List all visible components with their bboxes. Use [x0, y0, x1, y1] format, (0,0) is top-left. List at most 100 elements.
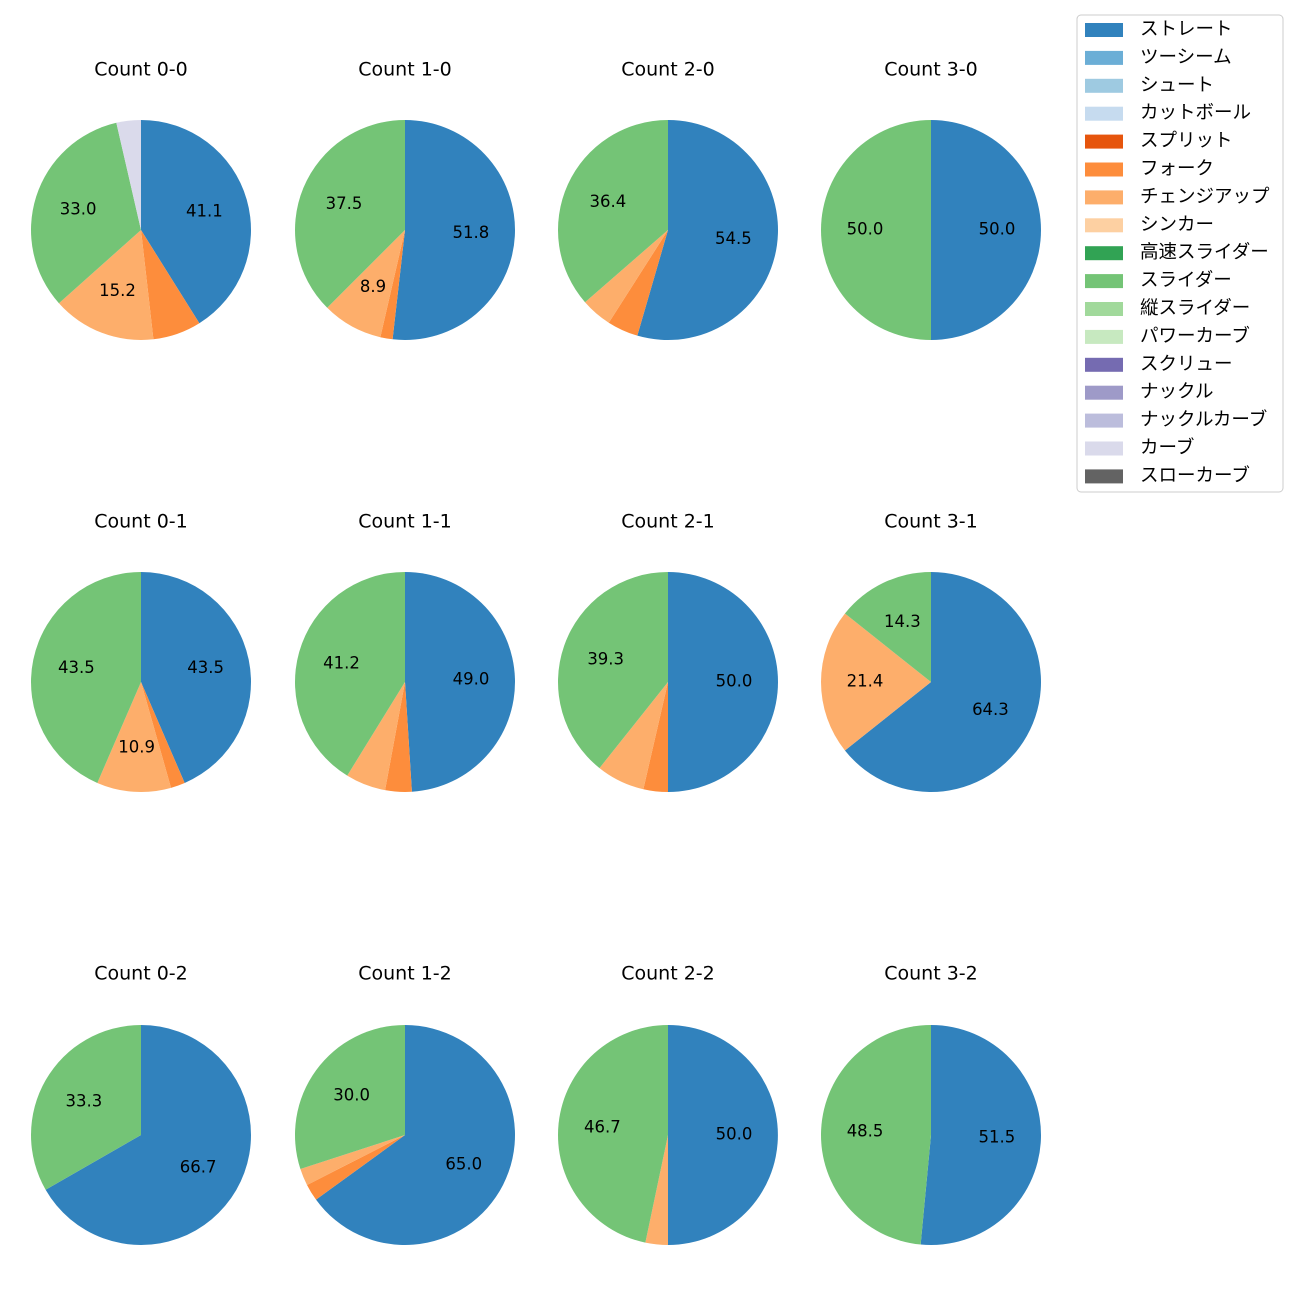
- count-1-0-title: Count 1-0: [358, 59, 452, 81]
- count-2-0-title: Count 2-0: [621, 59, 715, 81]
- legend-label-5: フォーク: [1140, 159, 1214, 180]
- legend-label-2: シュート: [1140, 75, 1214, 96]
- count-3-2-slice-1: [821, 1025, 931, 1245]
- count-2-2-slice-0: [668, 1025, 778, 1245]
- count-1-2-slice-label-3: 30.0: [333, 1086, 370, 1105]
- count-1-0-slice-2: [327, 230, 405, 338]
- count-1-2-slice-3: [295, 1025, 405, 1169]
- count-2-1-slice-label-3: 39.3: [587, 650, 624, 669]
- count-2-2-slice-2: [558, 1025, 668, 1243]
- count-2-2-slice-label-0: 50.0: [716, 1125, 753, 1144]
- legend-swatch-16: [1085, 469, 1123, 484]
- count-2-2-slice-label-2: 46.7: [584, 1118, 621, 1137]
- count-2-1-slice-label-0: 50.0: [716, 672, 753, 691]
- count-2-2-slice-1: [645, 1135, 668, 1245]
- count-0-1-slice-label-2: 10.9: [118, 737, 155, 756]
- count-0-1-slice-0: [141, 572, 252, 783]
- legend-label-8: 高速スライダー: [1140, 242, 1269, 263]
- count-1-2-slice-0: [316, 1025, 515, 1246]
- count-3-0-pie: Count 3-0 50.0 50.0: [821, 59, 1041, 340]
- legend-label-12: スクリュー: [1140, 354, 1233, 375]
- count-3-1-slice-label-1: 21.4: [847, 672, 884, 691]
- count-1-2-slice-1: [306, 1135, 405, 1200]
- count-0-2-pie: Count 0-2 66.7 33.3: [30, 963, 252, 1245]
- count-2-1-title: Count 2-1: [621, 511, 715, 533]
- count-1-1-slice-1: [385, 682, 412, 792]
- legend-label-1: ツーシーム: [1140, 47, 1232, 68]
- count-1-1-slice-0: [405, 572, 516, 792]
- count-1-1-slice-3: [295, 572, 405, 776]
- count-2-0-slice-label-3: 36.4: [590, 192, 627, 211]
- legend-swatch-1: [1085, 50, 1123, 65]
- count-1-0-slice-label-3: 37.5: [326, 194, 363, 213]
- count-3-2-slice-label-1: 48.5: [847, 1121, 884, 1140]
- legend-swatch-12: [1085, 357, 1123, 372]
- count-1-0-slice-3: [295, 119, 405, 308]
- count-0-1-slice-label-3: 43.5: [58, 658, 95, 677]
- count-0-1-slice-3: [30, 572, 141, 783]
- count-3-0-slice-0: [931, 120, 1041, 340]
- count-3-2-title: Count 3-2: [884, 963, 978, 985]
- legend-swatch-8: [1085, 246, 1123, 261]
- legend-label-14: ナックルカーブ: [1140, 409, 1267, 431]
- count-1-2-slice-label-0: 65.0: [445, 1154, 482, 1173]
- count-3-0-slice-label-0: 50.0: [979, 220, 1016, 239]
- count-1-1-slice-label-3: 41.2: [323, 653, 360, 672]
- legend-swatch-7: [1085, 218, 1123, 233]
- count-0-0-slice-1: [141, 230, 200, 340]
- count-1-1-slice-label-0: 49.0: [453, 669, 490, 688]
- count-0-1-slice-2: [97, 682, 172, 792]
- count-2-1-pie: Count 2-1 50.0 39.3: [558, 511, 778, 792]
- count-3-1-title: Count 3-1: [884, 511, 978, 533]
- legend-label-15: カーブ: [1140, 437, 1194, 459]
- count-0-0-title: Count 0-0: [94, 59, 188, 81]
- legend: ストレートツーシームシュートカットボールスプリットフォークチェンジアップシンカー…: [1076, 14, 1284, 493]
- count-1-1-title: Count 1-1: [358, 511, 452, 533]
- legend-swatch-9: [1085, 274, 1123, 289]
- count-0-1-title: Count 0-1: [94, 511, 188, 533]
- legend-frame: [1076, 14, 1284, 493]
- count-3-1-slice-1: [821, 613, 931, 751]
- count-0-0-slice-2: [58, 230, 154, 340]
- count-3-2-slice-label-0: 51.5: [979, 1128, 1016, 1147]
- legend-swatch-3: [1085, 106, 1123, 121]
- legend-swatch-15: [1085, 441, 1123, 456]
- count-0-0-slice-label-0: 41.1: [186, 201, 223, 220]
- legend-swatch-5: [1085, 162, 1123, 177]
- count-2-1-slice-0: [668, 572, 778, 792]
- legend-label-6: チェンジアップ: [1140, 186, 1270, 207]
- count-3-0-title: Count 3-0: [884, 59, 978, 81]
- count-0-2-slice-0: [45, 1025, 252, 1245]
- legend-swatch-4: [1085, 134, 1123, 149]
- legend-label-16: スローカーブ: [1140, 464, 1250, 486]
- count-2-1-slice-1: [643, 682, 668, 792]
- count-0-0-slice-3: [30, 122, 141, 304]
- count-0-0-slice-0: [141, 120, 251, 324]
- count-3-0-slice-1: [821, 120, 931, 340]
- count-3-1-slice-label-2: 14.3: [884, 612, 921, 631]
- count-3-2-pie: Count 3-2 51.5 48.5: [821, 963, 1042, 1245]
- count-3-1-pie: Count 3-1 64.3 21.4 14.3: [821, 511, 1041, 792]
- count-3-1-slice-label-0: 64.3: [972, 700, 1009, 719]
- count-1-0-slice-0: [392, 120, 515, 341]
- count-1-1-slice-2: [347, 682, 405, 791]
- legend-label-4: スプリット: [1140, 131, 1233, 152]
- count-0-0-slice-label-3: 33.0: [60, 199, 97, 218]
- legend-label-0: ストレート: [1140, 19, 1233, 40]
- count-0-1-slice-1: [141, 682, 185, 788]
- count-0-0-pie: Count 0-0 41.1 15.2 33.0: [30, 59, 251, 340]
- count-0-1-pie: Count 0-1 43.5 10.9 43.5: [30, 511, 252, 792]
- legend-swatch-2: [1085, 78, 1123, 93]
- count-1-0-slice-label-2: 8.9: [360, 277, 386, 296]
- count-3-2-slice-0: [920, 1025, 1042, 1245]
- legend-label-3: カットボール: [1140, 103, 1251, 124]
- count-0-2-title: Count 0-2: [94, 963, 188, 985]
- legend-label-10: 縦スライダー: [1140, 298, 1250, 319]
- count-2-2-title: Count 2-2: [621, 963, 715, 985]
- count-2-0-pie: Count 2-0 54.5 36.4: [558, 59, 778, 341]
- count-2-1-slice-3: [558, 572, 668, 769]
- count-3-0-slice-label-1: 50.0: [847, 220, 884, 239]
- count-0-2-slice-label-0: 66.7: [180, 1158, 217, 1177]
